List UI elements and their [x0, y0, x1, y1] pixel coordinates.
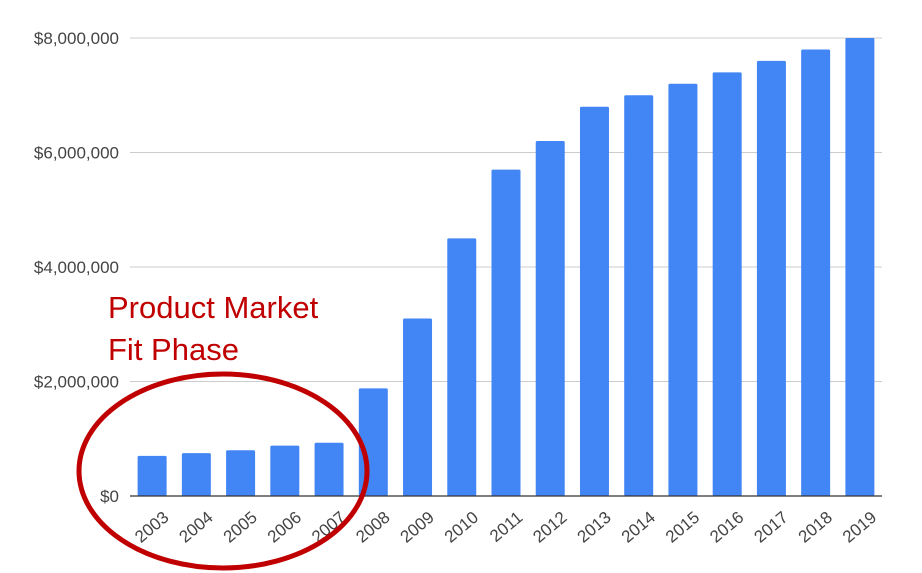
product-market-fit-annotation: Product Market Fit Phase: [76, 290, 370, 571]
annotation-circle: [76, 371, 370, 571]
bar-2004: [181, 453, 211, 496]
x-tick-label: 2004: [175, 508, 216, 547]
bar-2016: [712, 72, 742, 496]
y-tick-label: $8,000,000: [34, 29, 119, 48]
x-tick-label: 2003: [131, 508, 172, 547]
x-tick-label: 2017: [751, 508, 792, 547]
x-tick-label: 2013: [574, 508, 615, 547]
bar-2012: [535, 141, 565, 497]
y-tick-label: $2,000,000: [34, 373, 119, 392]
x-tick-label: 2011: [486, 508, 526, 546]
x-tick-label: 2018: [795, 508, 836, 547]
x-tick-label: 2019: [839, 508, 880, 547]
x-tick-label: 2009: [397, 508, 438, 547]
y-axis-ticks: $0 $2,000,000 $4,000,000 $6,000,000 $8,000,0…: [34, 29, 119, 506]
bar-2003: [137, 455, 167, 496]
x-tick-label: 2008: [352, 508, 393, 547]
annotation-line-2: Fit Phase: [108, 332, 239, 367]
x-tick-label: 2006: [264, 508, 305, 547]
x-tick-label: 2012: [529, 508, 570, 547]
bar-2009: [403, 318, 433, 496]
bar-2005: [226, 450, 256, 496]
annotation-line-1: Product Market: [108, 290, 319, 325]
bar-2013: [579, 106, 609, 496]
bar-2006: [270, 445, 300, 496]
bar-2018: [801, 49, 831, 496]
x-tick-label: 2014: [618, 508, 659, 547]
bar-2017: [756, 60, 786, 497]
x-tick-label: 2010: [441, 508, 482, 547]
bar-2011: [491, 169, 521, 497]
bar-2019: [845, 38, 875, 496]
x-axis-ticks: 2003 2004 2005 2006 2007 2008 2009 2010 2011 2012…: [131, 508, 880, 547]
x-tick-label: 2005: [220, 508, 261, 547]
bar-2014: [624, 95, 654, 496]
x-tick-label: 2016: [706, 508, 747, 547]
bar-2010: [447, 238, 477, 496]
y-tick-label: $4,000,000: [34, 258, 119, 277]
bar-2007: [314, 442, 344, 496]
x-tick-label: 2015: [662, 508, 703, 547]
bar-2015: [668, 83, 698, 497]
y-tick-label: $0: [100, 487, 119, 506]
bars: [137, 38, 875, 497]
y-tick-label: $6,000,000: [34, 144, 119, 163]
